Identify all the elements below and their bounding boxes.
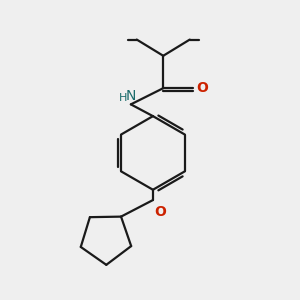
Text: N: N xyxy=(126,89,136,103)
Text: O: O xyxy=(154,206,166,219)
Text: H: H xyxy=(118,93,127,103)
Text: O: O xyxy=(196,81,208,95)
